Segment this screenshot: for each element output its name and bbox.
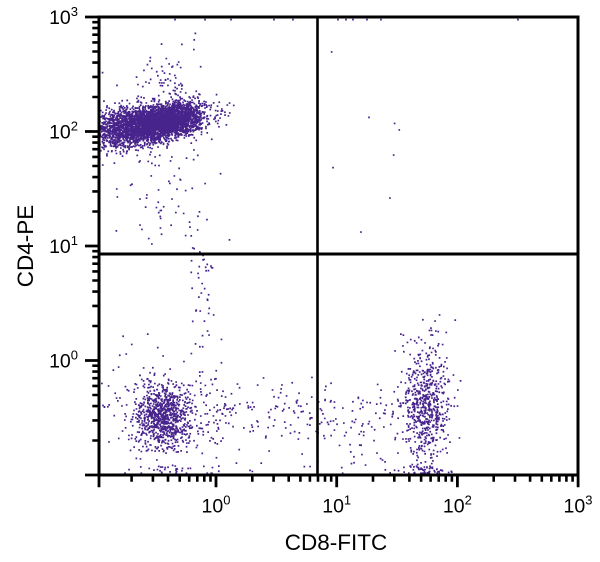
svg-text:100: 100 [202,493,231,518]
svg-text:103: 103 [564,493,593,518]
svg-text:102: 102 [49,119,78,144]
svg-text:100: 100 [49,348,78,373]
svg-text:101: 101 [49,233,78,258]
svg-text:CD8-FITC: CD8-FITC [285,530,388,555]
svg-text:101: 101 [322,493,351,518]
svg-text:CD4-PE: CD4-PE [13,205,38,288]
svg-text:102: 102 [443,493,472,518]
svg-text:103: 103 [49,4,78,29]
